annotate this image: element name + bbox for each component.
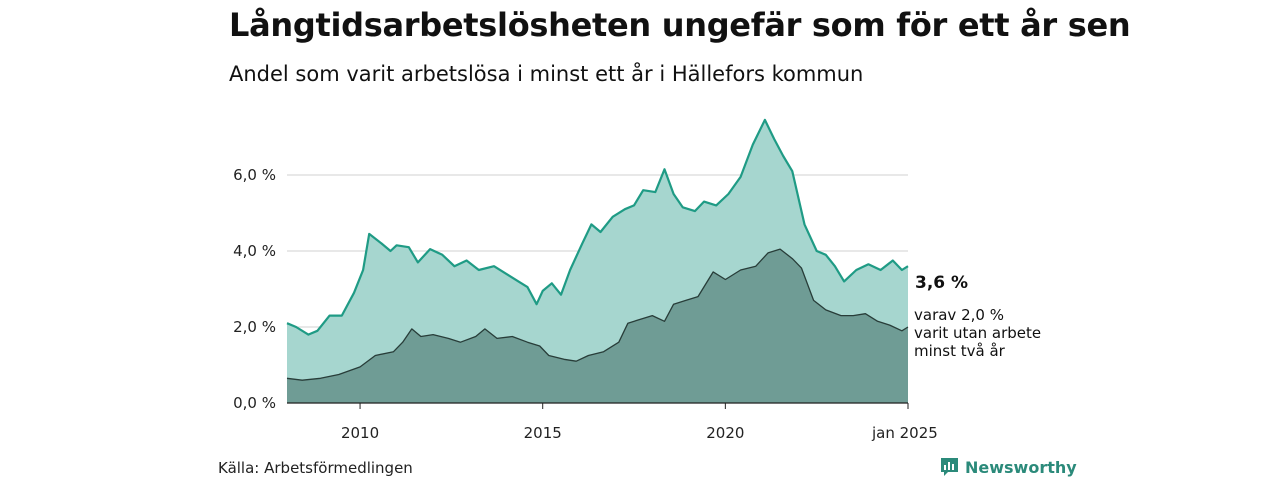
area-long [287,249,908,403]
line-long [286,248,909,381]
line-total [286,118,909,336]
chart-title: Långtidsarbetslösheten ungefär som för e… [229,6,1131,44]
end-label-long: varav 2,0 % [914,306,1004,324]
end-label-long: varit utan arbete [914,324,1041,342]
y-tick-label: 0,0 % [233,394,276,412]
chart-subtitle: Andel som varit arbetslösa i minst ett å… [229,62,864,86]
y-tick-label: 2,0 % [233,318,276,336]
x-tick-label: 2015 [524,424,562,442]
y-tick-label: 6,0 % [233,166,276,184]
x-tick-label: 2010 [341,424,379,442]
brand-logo: Newsworthy [940,457,1077,477]
brand-name: Newsworthy [965,457,1077,477]
area-series [286,118,909,404]
source-note: Källa: Arbetsförmedlingen [218,459,413,477]
end-label-total: 3,6 % [915,273,968,293]
axes: 0,0 % 2,0 % 4,0 % 6,0 % 2010 2015 2020 jan 2025 [233,166,938,442]
newsworthy-logo-icon [941,458,958,476]
x-tick-label: 2020 [706,424,744,442]
x-tick-label: jan 2025 [871,424,938,442]
y-tick-label: 4,0 % [233,242,276,260]
end-label-long: minst två år [914,342,1006,360]
